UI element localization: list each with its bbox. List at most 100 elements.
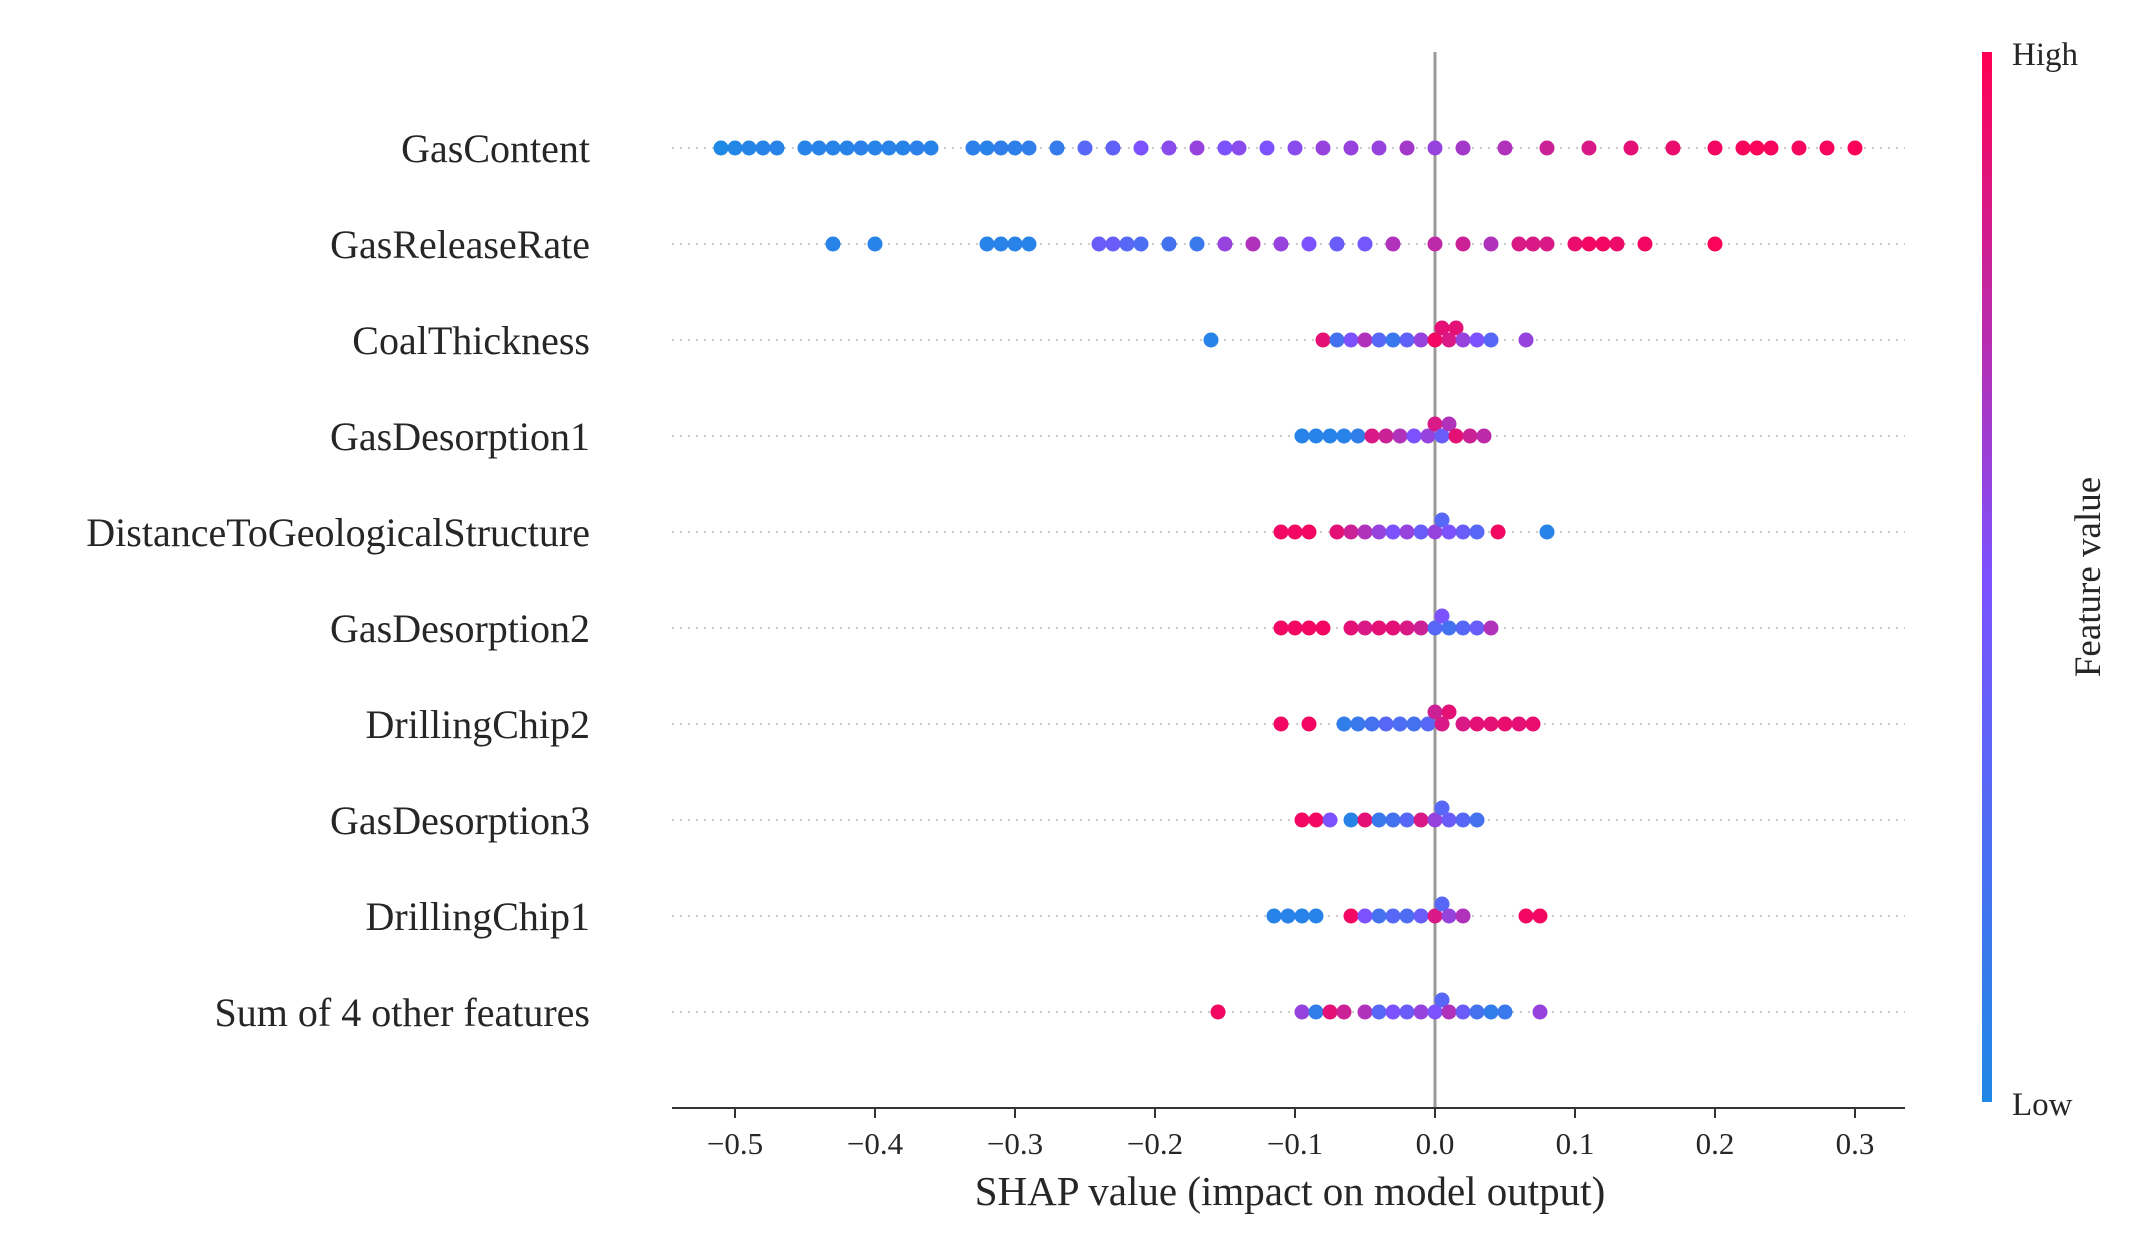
shap-point [1413,812,1429,828]
shap-point [1343,620,1359,636]
shap-point [1301,620,1317,636]
shap-point [1021,236,1037,252]
feature-label: GasDesorption2 [330,606,590,651]
shap-point [1455,1004,1471,1020]
shap-point [1441,332,1457,348]
shap-point [1273,524,1289,540]
shap-point [895,140,911,156]
shap-point [1105,140,1121,156]
colorbar-title: Feature value [2068,477,2109,677]
shap-point [1413,332,1429,348]
shap-point [1322,812,1338,828]
shap-point [1399,140,1415,156]
shap-point [1441,704,1457,720]
shap-point [1427,524,1443,540]
shap-point [1091,236,1107,252]
shap-point [1427,416,1443,432]
shap-point [1231,140,1247,156]
shap-point [1189,140,1205,156]
shap-point [979,236,995,252]
shap-point [1280,908,1296,924]
x-tick-label: 0.3 [1836,1126,1875,1161]
shap-point [1371,524,1387,540]
feature-label: GasDesorption1 [330,414,590,459]
shap-point [1287,140,1303,156]
shap-point [1021,140,1037,156]
shap-point [1791,140,1807,156]
shap-point [1133,236,1149,252]
shap-point [1434,608,1450,624]
shap-point [1476,428,1492,444]
shap-point [1364,716,1380,732]
feature-label: DrillingChip1 [366,894,590,939]
shap-point [1385,1004,1401,1020]
shap-point [825,140,841,156]
shap-point [1343,908,1359,924]
shap-point [1497,140,1513,156]
shap-point [1707,236,1723,252]
shap-point [1364,428,1380,444]
shap-point [1581,140,1597,156]
shap-point [1322,428,1338,444]
x-tick-label: 0.0 [1416,1126,1455,1161]
shap-point [1441,524,1457,540]
shap-point [1497,716,1513,732]
shap-point [1735,140,1751,156]
shap-point [1623,140,1639,156]
colorbar: High Low Feature value [1982,37,2109,1123]
x-axis-title: SHAP value (impact on model output) [975,1168,1605,1214]
shap-point [1357,236,1373,252]
shap-point [1378,716,1394,732]
shap-point [1469,332,1485,348]
shap-point [1441,908,1457,924]
shap-point [1483,236,1499,252]
shap-point [1329,524,1345,540]
shap-point [1287,620,1303,636]
shap-point [1763,140,1779,156]
shap-point [1427,704,1443,720]
shap-point [1483,332,1499,348]
shap-point [1511,236,1527,252]
shap-point [769,140,785,156]
shap-point [1532,1004,1548,1020]
shap-point [1595,236,1611,252]
shap-point [1308,428,1324,444]
shap-point [1371,812,1387,828]
shap-point [1371,620,1387,636]
shap-point [1322,1004,1338,1020]
shap-point [1455,236,1471,252]
shap-point [1294,428,1310,444]
shap-point [881,140,897,156]
shap-point [1287,524,1303,540]
shap-point [1245,236,1261,252]
x-tick-label: −0.1 [1267,1126,1323,1161]
shap-point [1427,908,1443,924]
shap-point [1294,908,1310,924]
shap-point [1441,812,1457,828]
shap-point [1483,716,1499,732]
shap-point [1483,620,1499,636]
shap-point [1469,1004,1485,1020]
shap-point [1525,716,1541,732]
shap-point [1357,332,1373,348]
shap-point [1567,236,1583,252]
shap-point [1385,908,1401,924]
feature-label: Sum of 4 other features [215,990,590,1035]
shap-point [1259,140,1275,156]
shap-point [1609,236,1625,252]
shap-point [1434,716,1450,732]
x-tick-label: −0.2 [1127,1126,1183,1161]
shap-point [1441,1004,1457,1020]
shap-point [1434,896,1450,912]
shap-point [923,140,939,156]
shap-point [1539,524,1555,540]
beeswarm-points [713,140,1863,1020]
feature-label: GasDesorption3 [330,798,590,843]
shap-point [1315,620,1331,636]
shap-point [1532,908,1548,924]
shap-point [1518,332,1534,348]
shap-point [1273,236,1289,252]
shap-point [1469,812,1485,828]
shap-point [1434,992,1450,1008]
shap-point [1518,908,1534,924]
